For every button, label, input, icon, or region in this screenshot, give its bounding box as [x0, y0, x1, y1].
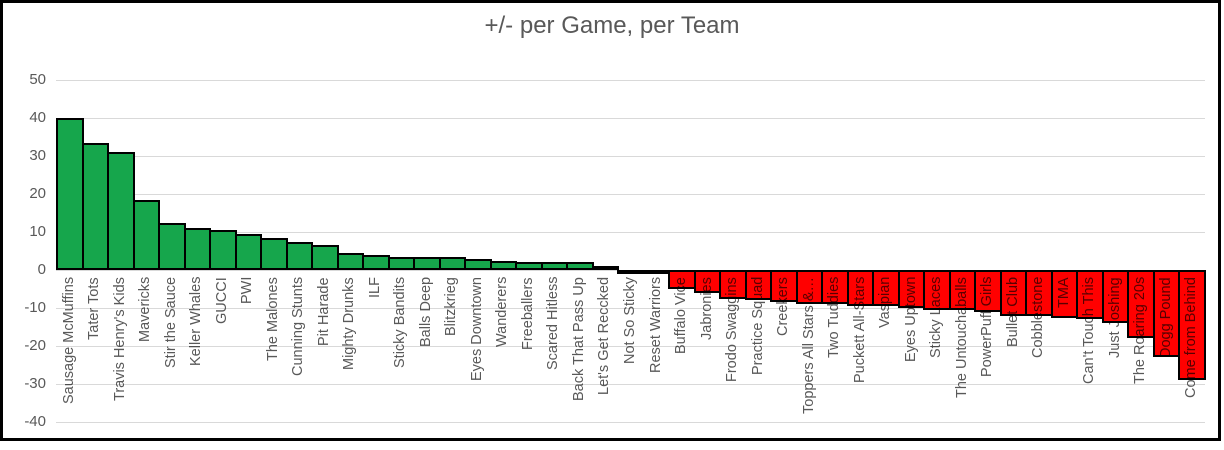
- bar-come-from-behind: [1178, 270, 1206, 381]
- gridline: [56, 80, 1205, 81]
- x-axis-category-label: Sausage McMuffins: [60, 277, 77, 405]
- x-axis-category-label: Practice Squad: [749, 277, 766, 376]
- x-axis-category-label: Toppers All Stars &…: [800, 277, 817, 414]
- y-axis-tick-label: -30: [24, 375, 46, 392]
- x-axis-category-label: The Roaring 20s: [1132, 277, 1149, 385]
- y-axis-tick-label: 30: [29, 147, 46, 164]
- x-axis-category-label: Cobblestone: [1030, 277, 1047, 359]
- chart-title: +/- per Game, per Team: [484, 12, 740, 39]
- y-axis-tick-label: 20: [29, 185, 46, 202]
- bar-cunning-stunts: [285, 241, 314, 270]
- x-axis-category-label: PWI: [239, 277, 256, 305]
- x-axis-category-label: Tater Tots: [86, 277, 103, 340]
- bar-sausage-mcmuffins: [56, 118, 84, 270]
- y-axis-tick-label: 40: [29, 109, 46, 126]
- bar-blitzkrieg: [438, 256, 467, 270]
- x-axis-category-label: Eyes Uptown: [902, 277, 919, 363]
- x-axis-category-label: Scared Hitless: [545, 277, 562, 371]
- gridline: [56, 346, 1205, 347]
- gridline: [56, 232, 1205, 233]
- x-axis-category-label: Reset Warriors: [647, 277, 664, 374]
- bar-scared-hitless: [540, 262, 569, 270]
- bar-toppers-all-stars: [795, 270, 824, 305]
- bar-pit-harade: [311, 245, 339, 270]
- x-axis-category-label: Sticky Laces: [928, 277, 945, 359]
- x-axis-category-label: Frodo Swaggins: [724, 277, 741, 382]
- x-axis-category-label: Balls Deep: [417, 277, 434, 348]
- x-axis-category-label: Come from Behind: [1183, 277, 1200, 398]
- bar-can-t-touch-this: [1076, 270, 1104, 320]
- x-axis-category-label: Dogg Pound: [1157, 277, 1174, 358]
- x-axis-category-label: Stir the Sauce: [162, 277, 179, 369]
- bar-tater-tots: [81, 142, 109, 270]
- x-axis-category-label: Not So Sticky: [622, 277, 638, 365]
- x-axis-category-label: Eyes Downtown: [468, 277, 485, 381]
- y-axis-tick-label: -10: [24, 299, 46, 316]
- bar-practice-squad: [744, 270, 773, 301]
- bar-back-that-pass-up: [566, 262, 594, 270]
- bar-reset-warriors: [642, 270, 671, 274]
- x-axis-category-label: Wanderers: [494, 277, 511, 348]
- x-axis-category-label: Bullet Club: [1004, 277, 1021, 348]
- x-axis-category-label: Sticky Bandits: [392, 277, 409, 369]
- x-axis-category-label: PowerPuff Girls: [979, 277, 996, 378]
- bar-freeballers: [515, 262, 543, 270]
- x-axis-category-label: The Malones: [264, 277, 281, 361]
- bar-travis-henry-s-kids: [107, 152, 135, 270]
- x-axis-category-label: GUCCI: [213, 277, 230, 324]
- gridline: [56, 384, 1205, 385]
- x-axis-category-label: Puckett All-Stars: [851, 277, 868, 384]
- gridline: [56, 118, 1205, 119]
- y-axis-tick-label: 10: [29, 223, 46, 240]
- bar-let-s-get-reccked: [591, 266, 620, 271]
- bar-pwi: [234, 233, 263, 270]
- bar-sticky-bandits: [387, 256, 416, 270]
- bar-balls-deep: [413, 256, 441, 270]
- x-axis-category-label: Let's Get Reccked: [596, 277, 613, 396]
- y-axis-tick-label: -20: [24, 337, 46, 354]
- y-axis-tick-label: -40: [24, 413, 46, 430]
- x-axis-category-label: TMA: [1055, 277, 1072, 308]
- x-axis-category-label: Jabronies: [698, 277, 715, 340]
- x-axis-category-label: Blitzkrieg: [443, 277, 460, 336]
- bar-eyes-downtown: [464, 258, 492, 270]
- x-axis-category-label: Just Joshing: [1106, 277, 1123, 358]
- bar-gucci: [209, 230, 237, 270]
- x-axis-category-label: Two Tuddies: [826, 277, 843, 359]
- bar-stir-the-sauce: [158, 222, 186, 270]
- bar-ilf: [362, 254, 390, 270]
- x-axis-category-label: Vaspian: [877, 277, 894, 329]
- x-axis-category-label: Mavericks: [137, 277, 154, 343]
- bar-wanderers: [489, 260, 518, 270]
- bar-puckett-all-stars: [846, 270, 875, 307]
- x-axis-category-label: Buffalo Vice: [673, 277, 690, 354]
- gridline: [56, 156, 1205, 157]
- x-axis-category-label: ILF: [366, 277, 383, 298]
- x-axis-category-label: Keller Whales: [188, 277, 205, 367]
- bar-mavericks: [132, 199, 161, 270]
- x-axis-category-label: Freeballers: [519, 277, 536, 350]
- x-axis-category-label: Can't Touch This: [1081, 277, 1098, 385]
- x-axis-category-label: The Untouchaballs: [953, 277, 970, 398]
- gridline: [56, 308, 1205, 309]
- x-axis-category-label: Travis Henry's Kids: [111, 277, 128, 401]
- bar-the-malones: [260, 237, 288, 270]
- gridline: [56, 194, 1205, 195]
- x-axis-category-label: Mighty Drunks: [341, 277, 358, 370]
- x-axis-category-label: Cunning Stunts: [290, 277, 307, 377]
- bar-mighty-drunks: [336, 252, 365, 270]
- bar-keller-whales: [183, 228, 212, 270]
- x-axis-category-label: Creekers: [775, 277, 792, 336]
- x-axis-category-label: Pit Harade: [315, 277, 332, 346]
- x-axis-category-label: Back That Pass Up: [570, 277, 587, 401]
- y-axis-tick-label: 50: [29, 71, 46, 88]
- bar-not-so-sticky: [617, 270, 645, 274]
- gridline: [56, 422, 1205, 423]
- y-axis-tick-label: 0: [37, 261, 46, 278]
